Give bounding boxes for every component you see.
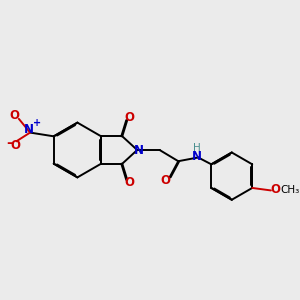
Text: O: O	[270, 183, 280, 196]
Text: O: O	[125, 111, 135, 124]
Text: O: O	[10, 139, 20, 152]
Text: O: O	[125, 176, 135, 189]
Text: O: O	[161, 174, 171, 187]
Text: N: N	[24, 123, 34, 136]
Text: +: +	[33, 118, 41, 128]
Text: O: O	[9, 110, 19, 122]
Text: H: H	[193, 143, 201, 153]
Text: CH₃: CH₃	[280, 185, 299, 195]
Text: N: N	[192, 150, 202, 163]
Text: -: -	[6, 136, 12, 149]
Text: N: N	[134, 143, 143, 157]
